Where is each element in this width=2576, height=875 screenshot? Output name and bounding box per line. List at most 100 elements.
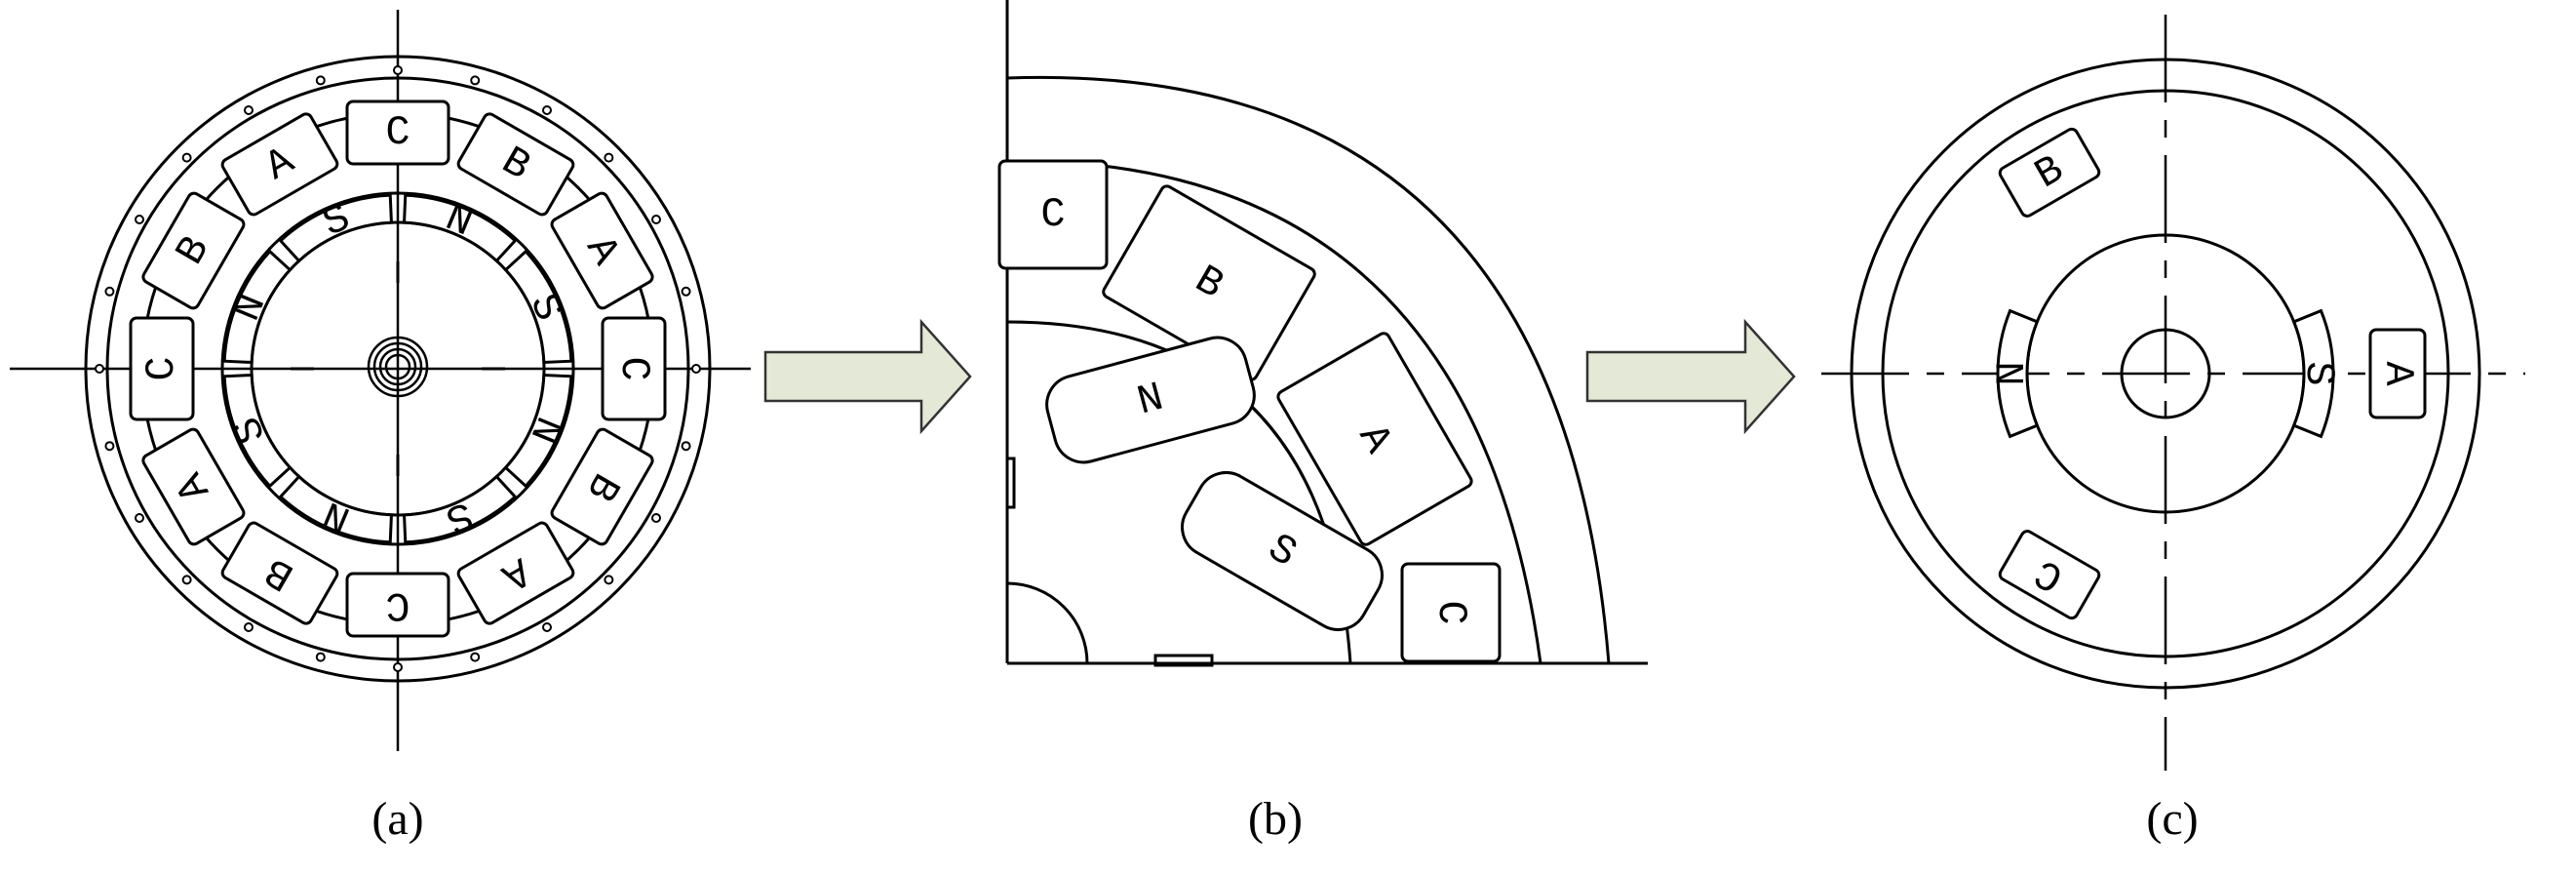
stator-hole — [104, 441, 115, 452]
stator-slot-b-1-box — [1102, 184, 1316, 381]
rotor-magnet-a-2-shape — [503, 373, 573, 489]
rotor-magnet-c-0-label: S — [2295, 361, 2342, 385]
stator-hole — [315, 652, 326, 662]
rotor-magnet-a-3: S — [402, 474, 518, 544]
stator-hole — [470, 652, 481, 662]
rotor-magnet-c-1-shape — [1996, 308, 2040, 439]
stator-slot-a-0: C — [345, 99, 450, 166]
stator-slot-a-6-box — [345, 572, 450, 638]
stator-slot-b-3-box — [1400, 562, 1502, 663]
stator-slot-b-0: C — [997, 159, 1109, 270]
stator-slot-a-4: B — [550, 427, 654, 546]
stator-slot-a-10-box — [141, 191, 246, 310]
rotor-magnet-b-0: N — [1045, 336, 1256, 464]
stator-slot-b-2: A — [1276, 332, 1473, 546]
stator-slot-a-1-box — [456, 112, 575, 217]
stator-hole — [651, 513, 662, 523]
stator-slot-a-8-box — [141, 427, 246, 546]
arrow-right-1-shape — [763, 318, 972, 435]
stator-hole — [181, 152, 192, 163]
stator-slot-c-0: A — [2368, 328, 2427, 419]
stator-hole — [134, 215, 144, 224]
rotor-magnet-a-7-shape — [278, 193, 394, 263]
stator-slot-a-3-box — [601, 316, 667, 421]
stator-hole — [691, 364, 701, 374]
stator-outer-c — [1850, 58, 2481, 690]
keyway-b — [1153, 654, 1214, 667]
stator-slot-c-0-label: A — [2374, 361, 2421, 386]
stator-slot-c-1-box — [1998, 127, 2101, 218]
shaft-c — [2120, 328, 2211, 419]
stator-slot-a-0-label: C — [385, 109, 410, 156]
rotor-magnet-a-0-shape — [402, 193, 518, 263]
caption-2: (c) — [2146, 793, 2198, 845]
stator-inner-c — [1881, 89, 2450, 658]
stator-slot-a-3-label: C — [610, 356, 657, 380]
stator-hole — [604, 152, 614, 163]
panel-c-reduced-model: A B C S N — [1821, 15, 2525, 771]
stator-slot-a-3: C — [601, 316, 667, 421]
stator-slot-b-2-box — [1276, 332, 1473, 546]
stator-slot-c-1: B — [1998, 127, 2101, 218]
stator-hole — [95, 364, 104, 374]
stator-slot-b-0-label: C — [1040, 191, 1065, 238]
rotor-magnet-a-5-shape — [222, 373, 293, 489]
rotor-magnet-b-1-shape — [1181, 471, 1384, 631]
stator-slot-a-9-box — [129, 316, 195, 421]
rotor-magnet-b-0-shape — [1045, 336, 1256, 464]
arrow-right-2 — [1585, 318, 1796, 435]
stator-slot-a-11-box — [220, 112, 339, 217]
stator-slot-c-2: C — [1998, 530, 2101, 620]
rotor-magnet-c-0-shape — [2291, 308, 2335, 439]
stator-slot-a-11: A — [220, 112, 339, 217]
stator-slot-a-0-box — [345, 99, 450, 166]
rotor-magnet-b-1: S — [1181, 471, 1384, 631]
rotor-magnet-a-0: N — [402, 193, 518, 263]
caption-1: (b) — [1248, 793, 1303, 845]
stator-slot-a-1: B — [456, 112, 575, 217]
stator-hole — [181, 575, 192, 585]
stator-hole — [244, 104, 254, 115]
stator-slot-b-3: C — [1400, 562, 1502, 663]
stator-outer-circle — [84, 55, 712, 683]
stator-inner-arc-b — [1006, 159, 1542, 664]
stator-slot-a-6: C — [345, 572, 450, 638]
stator-slot-a-4-box — [550, 427, 654, 546]
rotor-magnet-a-1-shape — [503, 249, 573, 365]
stator-hole — [134, 513, 144, 523]
stator-hole — [542, 622, 552, 633]
stator-hole — [244, 622, 254, 633]
stator-hole — [542, 104, 552, 115]
rotor-magnet-a-2: N — [503, 373, 573, 489]
stator-hole — [681, 286, 691, 297]
stator-slot-c-0-box — [2368, 328, 2427, 419]
stator-hole — [470, 75, 481, 86]
stator-slot-a-7-box — [220, 521, 339, 625]
stator-slot-b-0-box — [997, 159, 1109, 270]
rotor-magnet-a-1: S — [503, 249, 573, 365]
stator-slot-a-9-label: C — [138, 356, 185, 380]
rotor-magnet-a-5: S — [222, 373, 293, 489]
stator-slot-a-10: B — [141, 191, 246, 310]
stator-slot-a-5: A — [456, 521, 575, 625]
stator-slot-a-6-label: C — [385, 581, 410, 628]
rotor-magnet-c-0: S — [2291, 308, 2342, 439]
stator-hole — [393, 662, 403, 672]
stator-slot-b-1: B — [1102, 184, 1316, 381]
rotor-magnet-c-1: N — [1989, 308, 2040, 439]
stator-hole — [104, 286, 115, 297]
arrow-right-1 — [763, 318, 972, 435]
stator-hole — [315, 75, 326, 86]
stator-hole — [393, 65, 403, 75]
rotor-magnet-a-4-shape — [278, 474, 394, 544]
rotor-magnet-a-4: N — [278, 474, 394, 544]
hub-arc-b — [1006, 581, 1089, 664]
inner-ticks-a — [291, 261, 505, 476]
stator-slot-c-2-box — [1998, 530, 2101, 620]
stator-slot-b-3-label: C — [1427, 600, 1474, 624]
stator-slot-a-8: A — [141, 427, 246, 546]
captions: (a) (b) (c) — [371, 793, 2198, 845]
rotor-magnet-a-6-shape — [222, 249, 293, 365]
